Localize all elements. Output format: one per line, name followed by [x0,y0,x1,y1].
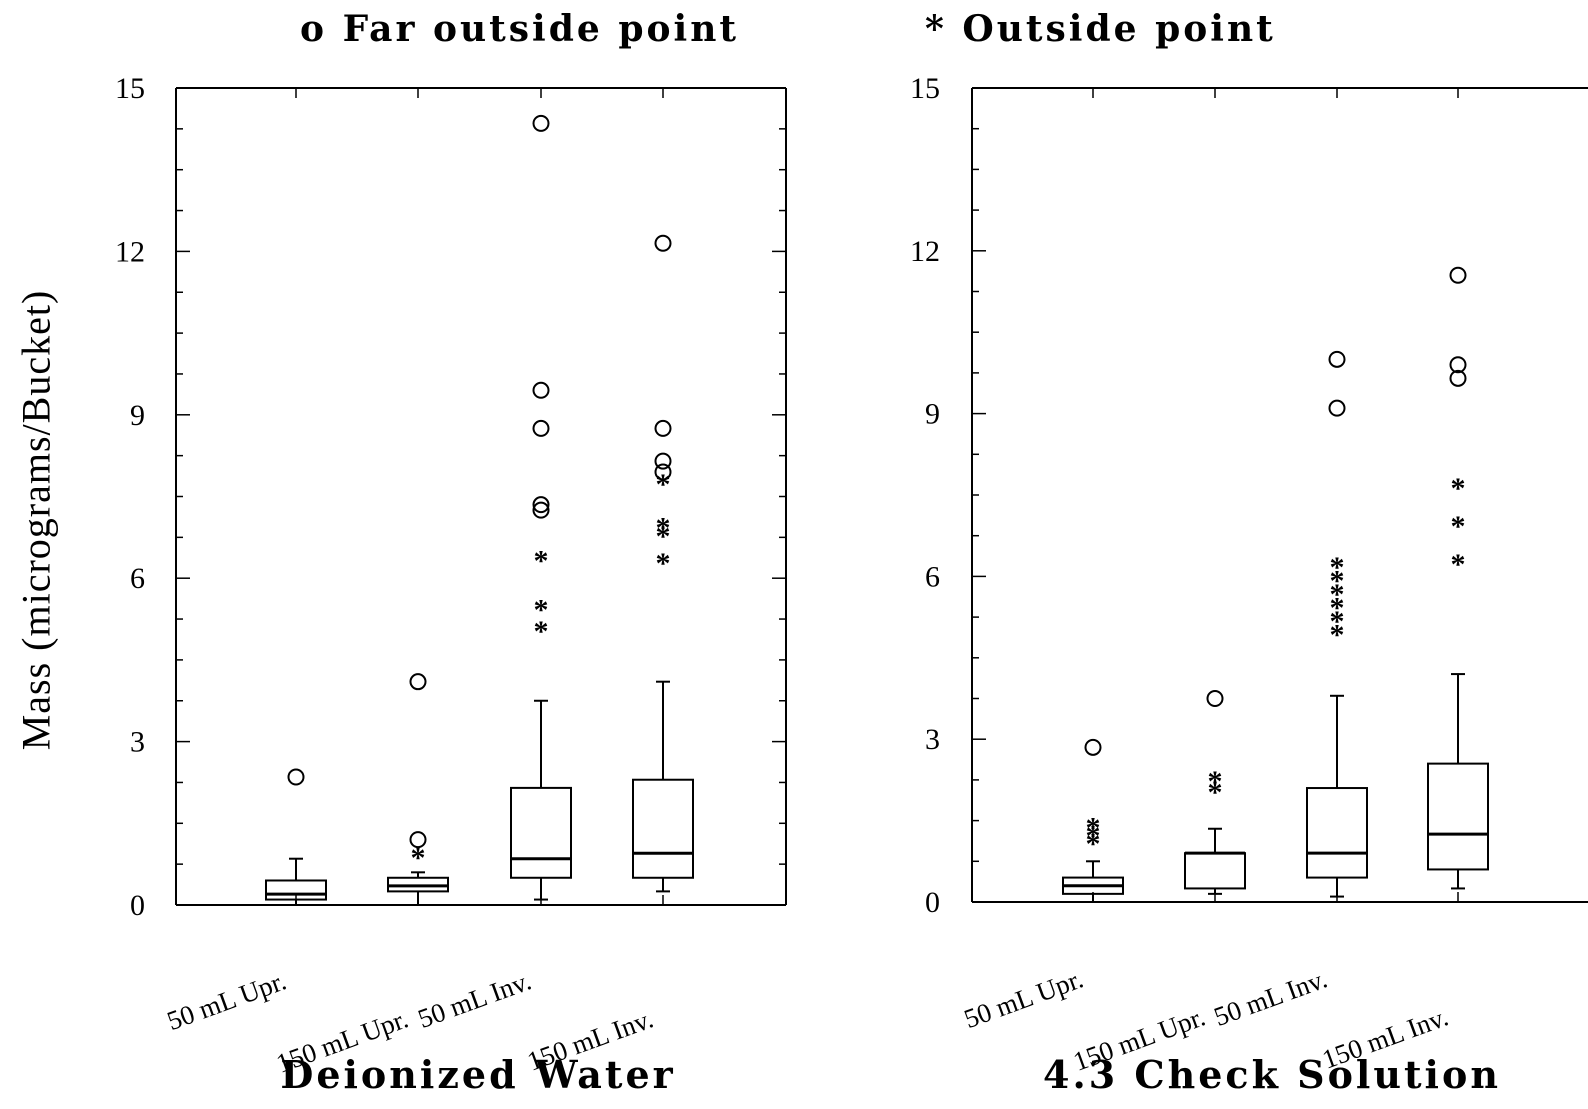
outside-point-right: * [1330,592,1345,625]
y-tick-label-left: 15 [115,72,145,105]
outside-point-left: * [534,544,549,577]
outside-point-left: * [534,615,549,648]
x-category-label-right: 50 mL Upr. [960,963,1087,1034]
far-outside-point-right [1328,399,1346,417]
far-outside-point-left [532,501,550,519]
outside-point-right: * [1086,811,1101,844]
far-outside-point-left [409,831,427,849]
outside-point-left: * [656,520,671,553]
y-tick-label-right: 6 [925,560,940,593]
far-outside-point-left [409,673,427,691]
y-tick-label-left: 0 [130,889,145,922]
far-outside-point-right [1084,738,1102,756]
outside-point-right: * [1330,619,1345,652]
box-right [1306,787,1368,879]
far-outside-point-left [654,463,672,481]
outside-point-left: * [656,547,671,580]
far-outside-point-left [654,234,672,252]
box-left [265,879,327,901]
outside-point-left: * [656,512,671,545]
legend-outside-label: Outside point [962,8,1276,50]
chart-title-left: Deionized Water [280,1052,676,1097]
y-tick-label-left: 6 [130,562,145,595]
y-tick-label-right: 9 [925,398,940,431]
y-tick-label-left: 3 [130,726,145,759]
box-left [510,786,572,879]
far-outside-point-left [654,419,672,437]
far-outside-point-left [287,768,305,786]
outside-point-left: * [656,468,671,501]
y-tick-label-right: 12 [910,235,940,268]
outside-point-right: * [1451,510,1466,543]
outside-point-right: * [1451,548,1466,581]
y-tick-label-left: 12 [115,235,145,268]
far-outside-point-right [1206,690,1224,707]
far-outside-point-right [1328,350,1346,368]
outside-point-right: * [1086,819,1101,852]
box-right [1427,762,1489,871]
far-outside-point-right [1449,356,1467,374]
x-category-label-left: 50 mL Upr. [163,965,290,1036]
outside-point-right: * [1330,564,1345,597]
outside-point-right: * [1330,605,1345,638]
far-outside-point-left [654,452,672,470]
y-tick-label-right: 3 [925,723,940,756]
outside-point-left: * [411,841,426,874]
x-category-label-right: 50 mL Inv. [1210,963,1331,1032]
far-outside-point-left [532,381,550,399]
outside-point-right: * [1330,578,1345,611]
outside-point-right: * [1208,776,1223,809]
asterisk-marker-icon: * [925,8,947,50]
far-outside-point-right [1449,266,1467,284]
circle-marker-icon: o [300,8,328,50]
x-category-label-left: 50 mL Inv. [414,965,535,1034]
far-outside-point-left [532,419,550,437]
outside-point-right: * [1451,472,1466,505]
box-left [632,778,694,879]
legend-far-outside-label: Far outside point [342,8,740,50]
chart-title-right: 4.3 Check Solution [1043,1052,1501,1097]
y-tick-label-right: 0 [925,886,940,919]
legend-far-outside: o Far outside point [300,8,739,50]
far-outside-point-left [532,114,550,132]
far-outside-point-left [532,496,550,514]
y-tick-label-right: 15 [910,72,940,105]
outside-point-left: * [534,593,549,626]
y-tick-label-left: 9 [130,399,145,432]
legend-outside: * Outside point [925,8,1276,50]
outside-point-right: * [1086,828,1101,861]
outside-point-right: * [1330,551,1345,584]
outside-point-right: * [1208,765,1223,798]
box-right [1184,852,1246,890]
far-outside-point-right [1449,369,1467,387]
